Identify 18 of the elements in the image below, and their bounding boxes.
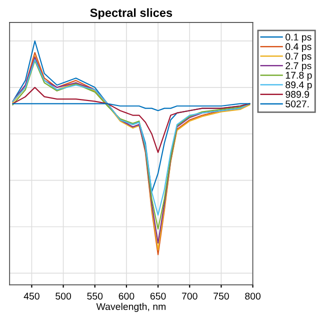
legend-label: 17.8 p xyxy=(286,72,312,81)
legend-label: 989.9 xyxy=(286,90,310,98)
x-tick-label: 800 xyxy=(245,292,261,300)
x-axis-title: Wavelength, nm xyxy=(96,302,166,312)
x-tick-label: 650 xyxy=(150,292,166,300)
x-tick-label: 550 xyxy=(87,292,103,300)
chart-title: Spectral slices xyxy=(90,8,172,20)
x-tick-label: 500 xyxy=(56,292,72,300)
legend-label: 89.4 p xyxy=(286,81,312,90)
legend-label: 0.7 ps xyxy=(286,52,312,62)
x-tick-label: 600 xyxy=(118,292,134,300)
legend-label: 2.7 ps xyxy=(286,62,312,72)
x-tick-label: 700 xyxy=(182,292,198,300)
legend-label: 5027. xyxy=(286,100,309,108)
x-tick-label: 750 xyxy=(214,292,229,300)
legend-label: 0.4 ps xyxy=(286,43,312,52)
legend-label: 0.1 ps xyxy=(286,34,312,42)
x-tick-label: 450 xyxy=(24,292,40,300)
